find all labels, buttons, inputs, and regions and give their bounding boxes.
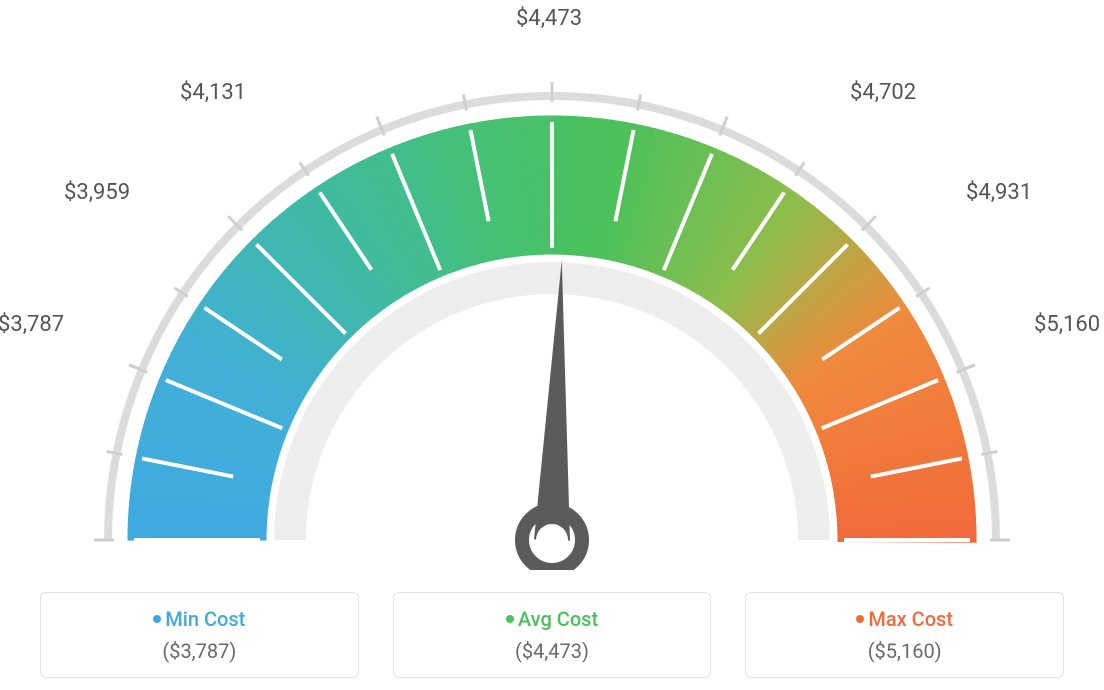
legend-card-avg: Avg Cost ($4,473): [393, 592, 712, 678]
chart-container: $3,787 $3,959 $4,131 $4,473 $4,702 $4,93…: [0, 0, 1104, 690]
legend-avg-value: ($4,473): [404, 639, 701, 663]
scale-label: $4,131: [180, 80, 246, 105]
scale-label: $4,931: [966, 180, 1032, 205]
gauge-svg: [0, 10, 1104, 570]
legend-min-value: ($3,787): [51, 639, 348, 663]
dot-icon: [153, 615, 161, 623]
scale-label: $3,787: [0, 312, 64, 337]
legend-min-label: Min Cost: [165, 607, 245, 631]
legend-row: Min Cost ($3,787) Avg Cost ($4,473) Max …: [0, 592, 1104, 678]
scale-label: $5,160: [1034, 312, 1100, 337]
legend-max-title: Max Cost: [756, 607, 1053, 631]
legend-avg-title: Avg Cost: [404, 607, 701, 631]
legend-card-max: Max Cost ($5,160): [745, 592, 1064, 678]
gauge: $3,787 $3,959 $4,131 $4,473 $4,702 $4,93…: [0, 10, 1104, 570]
dot-icon: [506, 615, 514, 623]
legend-max-label: Max Cost: [868, 607, 953, 631]
scale-label: $4,473: [516, 6, 582, 31]
legend-min-title: Min Cost: [51, 607, 348, 631]
scale-label: $4,702: [850, 80, 916, 105]
dot-icon: [856, 615, 864, 623]
legend-max-value: ($5,160): [756, 639, 1053, 663]
legend-card-min: Min Cost ($3,787): [40, 592, 359, 678]
scale-label: $3,959: [64, 180, 130, 205]
legend-avg-label: Avg Cost: [518, 607, 598, 631]
